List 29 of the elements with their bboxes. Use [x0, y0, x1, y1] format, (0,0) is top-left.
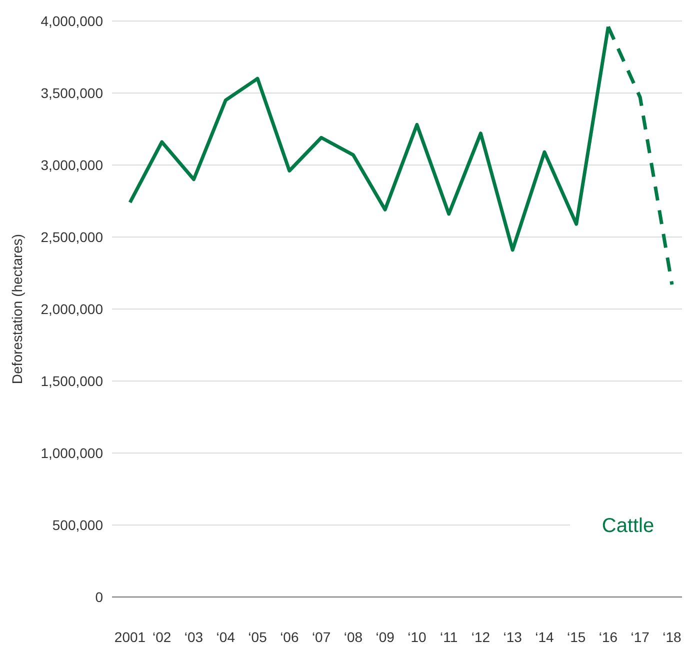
y-tick-label: 1,500,000	[40, 372, 104, 389]
y-tick-label: 2,000,000	[40, 300, 104, 317]
y-tick-label: 3,000,000	[40, 156, 104, 173]
x-tick-label: ‘08	[344, 629, 363, 645]
x-tick-label: ‘14	[535, 629, 554, 645]
y-tick-label: 500,000	[52, 516, 104, 533]
x-tick-label: ‘04	[216, 629, 236, 645]
x-tick-label: ‘10	[408, 629, 426, 645]
x-tick-label: ‘07	[312, 629, 331, 645]
y-tick-label: 0	[95, 588, 104, 605]
y-tick-label: 2,500,000	[40, 228, 104, 245]
x-tick-label: ‘17	[630, 629, 650, 645]
x-tick-label: ‘05	[248, 629, 268, 645]
x-tick-label: ‘09	[376, 629, 395, 645]
x-tick-label: ‘16	[598, 629, 618, 645]
y-tick-label: 1,000,000	[40, 444, 104, 461]
x-tick-label: ‘13	[503, 629, 522, 645]
x-tick-label: ‘03	[184, 629, 204, 645]
x-tick-label: ‘06	[280, 629, 299, 645]
y-tick-label: 3,500,000	[40, 84, 104, 101]
y-tick-label: 4,000,000	[40, 12, 104, 29]
text: Cattle	[602, 515, 654, 537]
x-tick-label: ‘12	[471, 629, 490, 645]
x-tick-label: 2001	[114, 629, 146, 645]
x-tick-label: ‘11	[440, 629, 458, 645]
x-tick-label: ‘18	[662, 629, 682, 645]
x-tick-label: ‘15	[567, 629, 586, 645]
y-axis-title: Deforestation (hectares)	[9, 234, 25, 384]
x-tick-label: ‘02	[152, 629, 172, 645]
